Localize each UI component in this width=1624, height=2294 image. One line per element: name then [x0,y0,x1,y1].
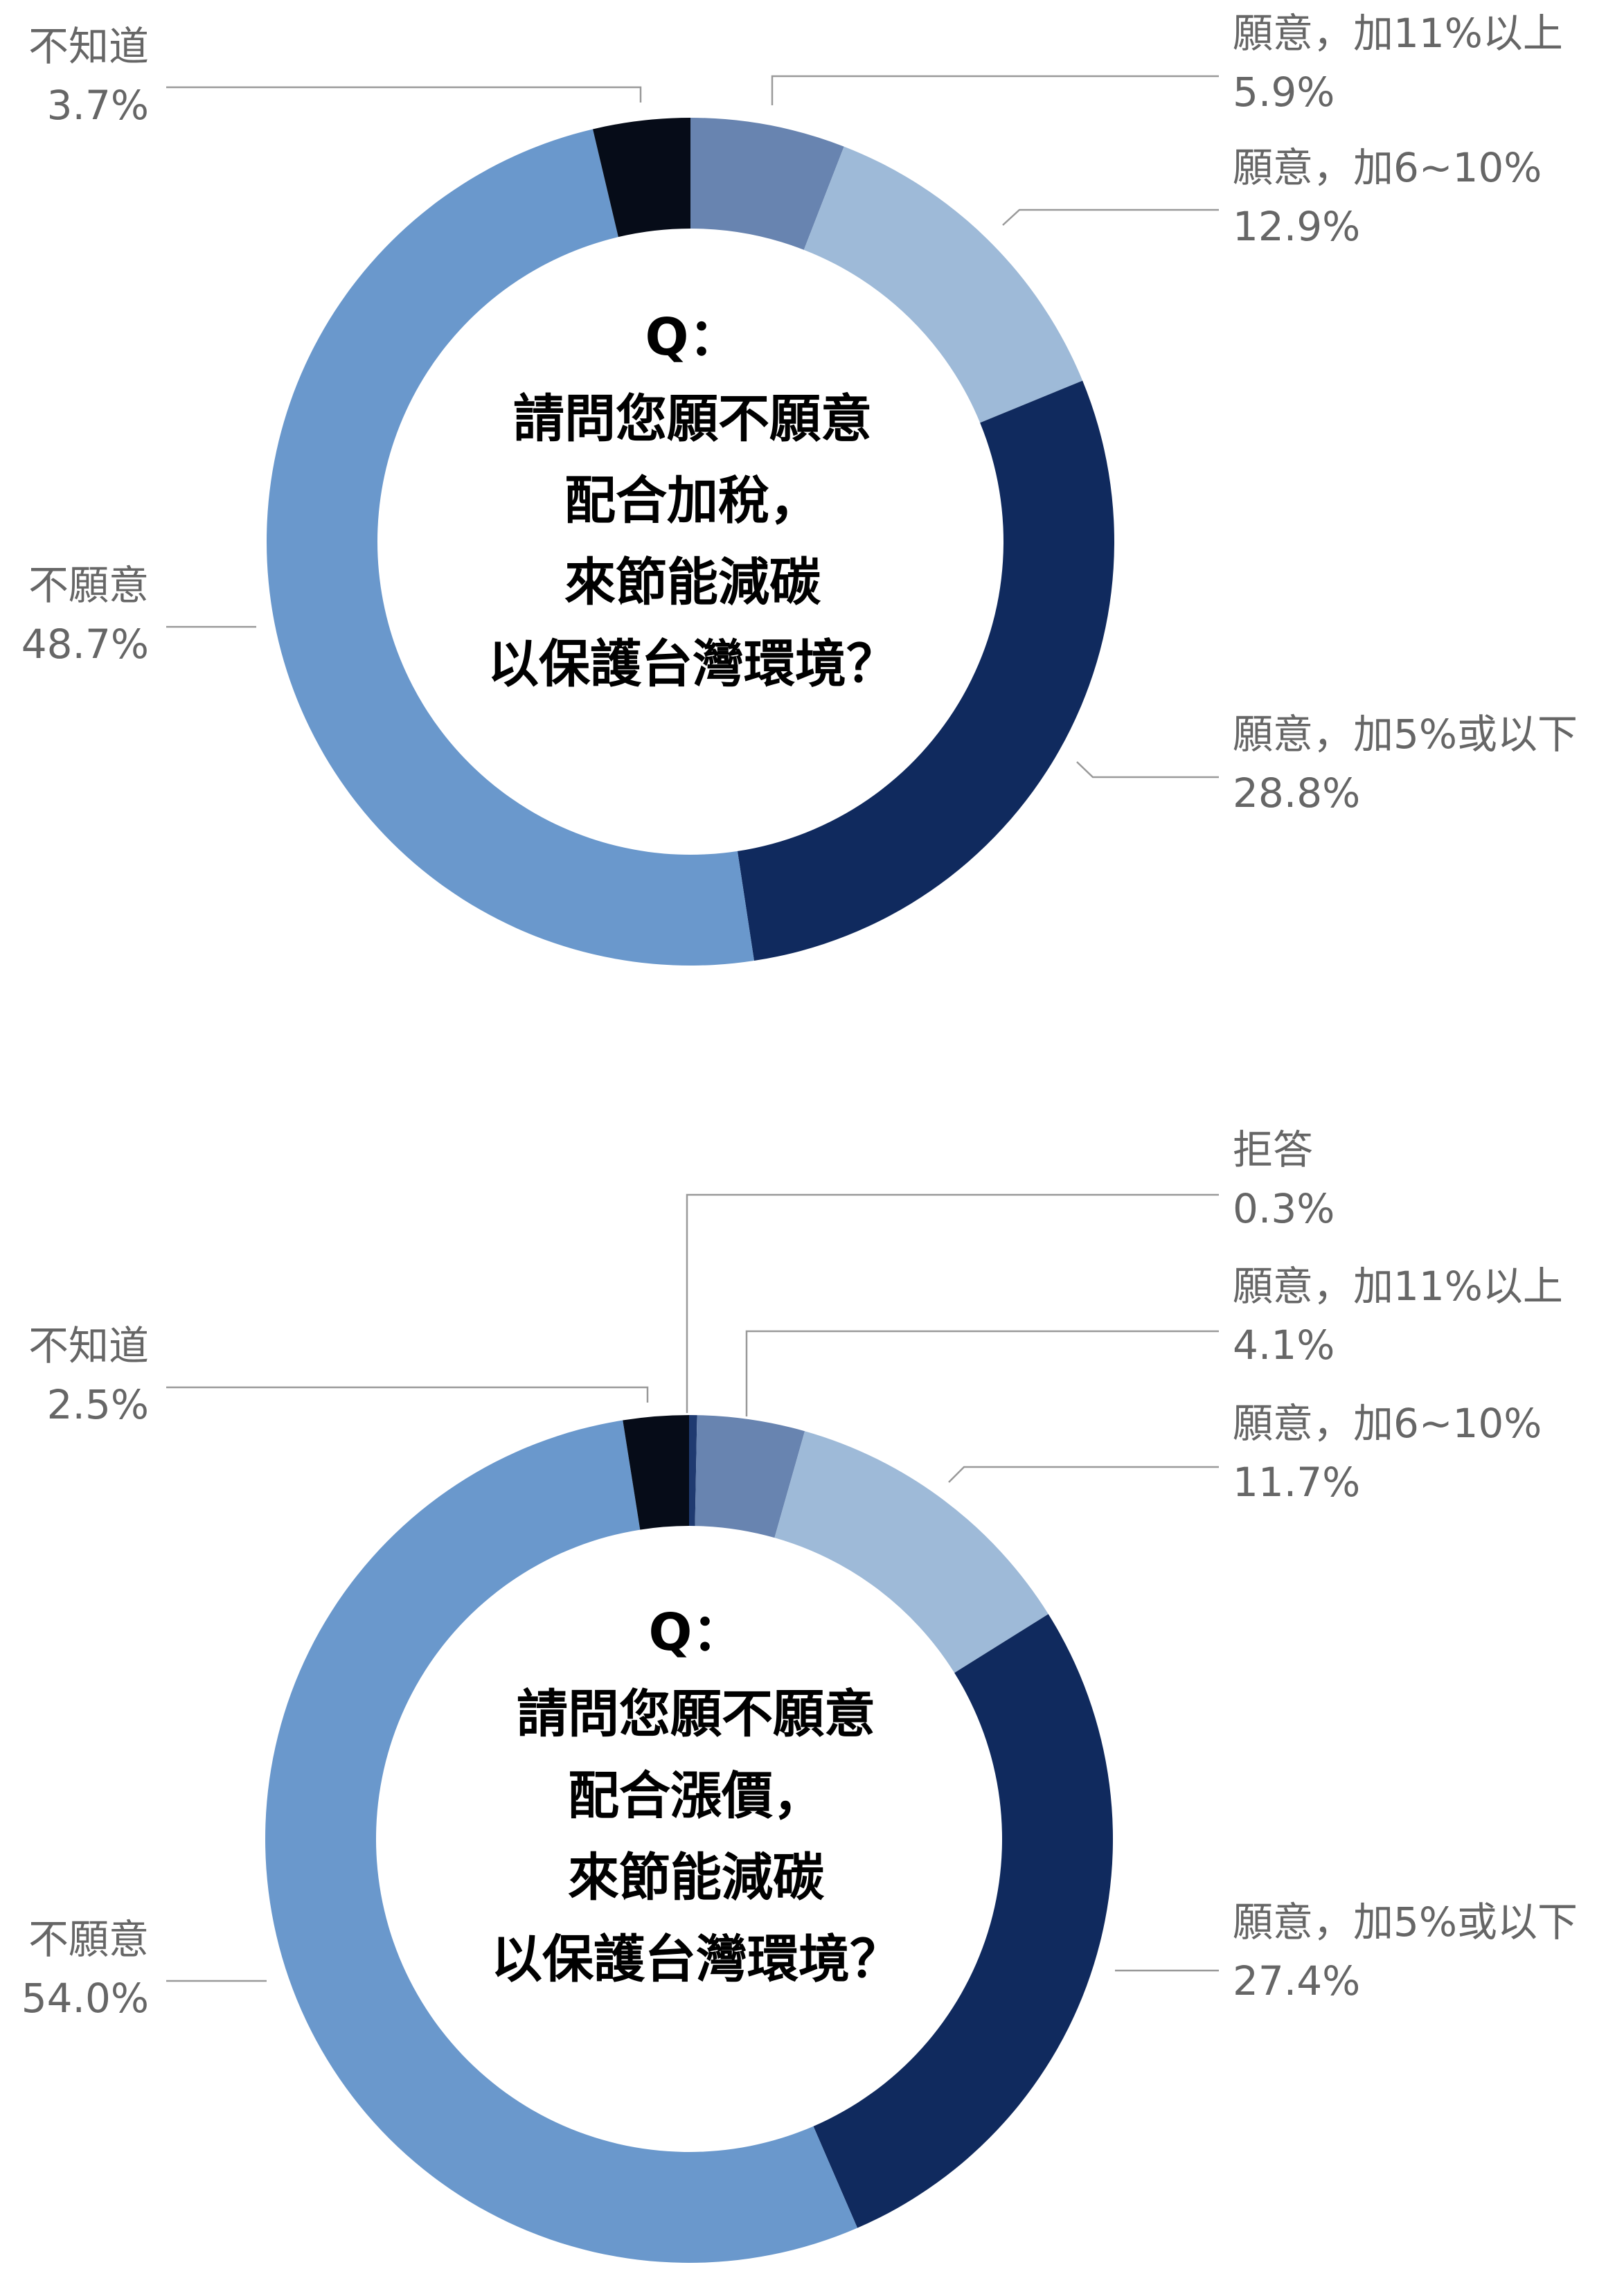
slice-label: 不願意 [28,1916,149,1963]
slice-value-label: 48.7% [21,621,149,668]
slice-label: 願意，加5%或以下 [1233,1899,1578,1946]
center-question-line: 請問您願不願意 [513,389,872,449]
center-question-line: 以保護台灣環境？ [488,634,898,694]
donut-chart-tax: 願意，加11%以上 5.9% 願意，加6~10% 12.9% 願意，加5%或以下 28.8… [21,10,1578,966]
slice-value-label: 5.9% [1233,69,1335,116]
slice-label: 願意，加6~10% [1233,144,1542,191]
slice-unwilling [265,1420,858,2263]
leader-line [745,1330,1219,1416]
leader-line [948,1466,1219,1483]
donut-chart-price: 拒答 0.3% 願意，加11%以上 4.1% 願意，加6~10% 11.7% 願意，加5%或… [21,1126,1578,2263]
leader-line [1002,208,1219,226]
slice-refuse [689,1415,697,1527]
slice-plus-11-up [690,118,844,250]
center-question-line: 配合漲價， [568,1766,824,1826]
slice-value-label: 12.9% [1233,203,1360,250]
center-question-line: 配合加稅， [564,471,821,531]
slice-label: 願意，加11%以上 [1233,10,1563,57]
leader-line [166,86,642,103]
slice-plus-6-10 [774,1431,1049,1673]
center-question-line: Q： [645,308,740,367]
leader-line [1076,761,1219,779]
center-question-line: 請問您願不願意 [517,1684,875,1744]
slice-value-label: 27.4% [1233,1957,1360,2004]
slice-value-label: 11.7% [1233,1459,1360,1506]
center-question-line: 來節能減碳 [564,553,821,612]
slice-unwilling [267,129,754,966]
center-question-line: Q： [649,1603,744,1662]
slice-label: 願意，加5%或以下 [1233,711,1578,758]
slice-dont-know [593,118,690,238]
leader-line [166,1386,649,1403]
slice-value-label: 4.1% [1233,1322,1335,1369]
slice-label: 不知道 [28,1322,149,1369]
slice-value-label: 3.7% [47,82,149,129]
slice-value-label: 2.5% [47,1381,149,1428]
slice-dont-know [623,1415,689,1530]
slice-plus-6-10 [803,146,1083,423]
slice-label: 願意，加6~10% [1233,1400,1542,1447]
slice-plus-5-below [737,380,1115,961]
slice-value-label: 0.3% [1233,1185,1335,1232]
slice-label: 不知道 [28,23,149,70]
slice-value-label: 28.8% [1233,770,1360,817]
center-question-line: 以保護台灣環境？ [491,1930,901,1989]
slice-label: 不願意 [28,562,149,609]
leader-line [771,75,1219,105]
slice-label: 拒答 [1233,1126,1313,1173]
slice-label: 願意，加11%以上 [1233,1263,1563,1310]
slice-plus-5-below [813,1614,1113,2228]
leader-line [686,1193,1219,1413]
slice-value-label: 54.0% [21,1975,149,2022]
center-question-line: 來節能減碳 [568,1848,825,1908]
slice-plus-11-up [695,1415,805,1538]
